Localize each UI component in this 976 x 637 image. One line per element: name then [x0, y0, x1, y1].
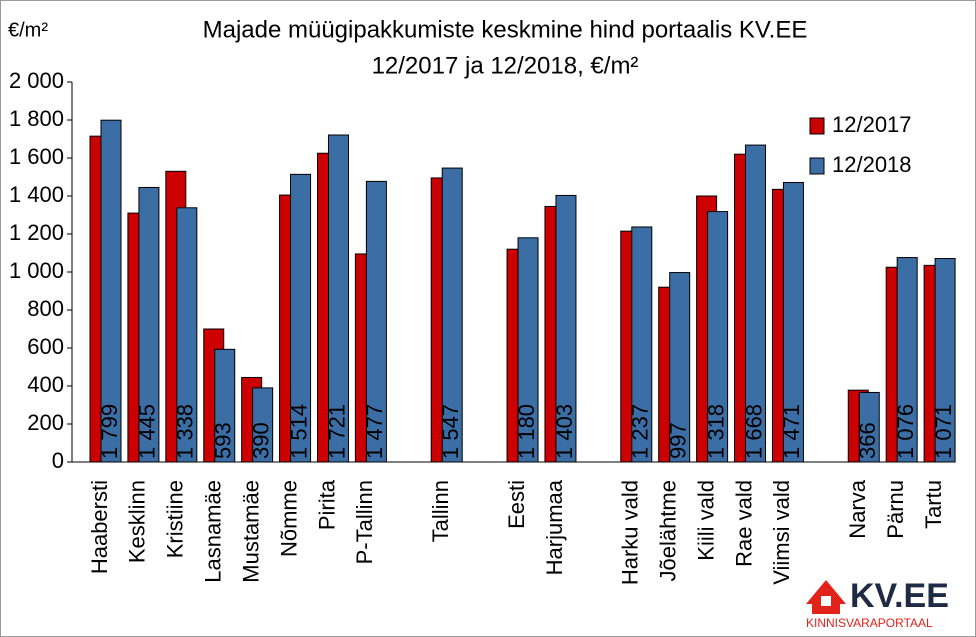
value-label: 366 [855, 422, 880, 459]
value-label: 1 338 [173, 404, 198, 459]
value-label: 1 318 [703, 404, 728, 459]
bar [631, 226, 653, 463]
x-tick-label: Lasnamäe [201, 480, 226, 583]
x-tick-label: Kesklinn [125, 480, 150, 563]
bar [214, 348, 236, 463]
value-label: 1 799 [97, 404, 122, 459]
logo: KV.EE KINNISVARAPORTAAL [806, 577, 949, 630]
bar [782, 182, 804, 463]
y-tick-label: 800 [27, 296, 64, 321]
legend-label: 12/2017 [832, 112, 912, 137]
y-tick-label: 400 [27, 372, 64, 397]
bar [555, 194, 577, 463]
y-tick-label: 1 800 [9, 106, 64, 131]
bar [896, 257, 918, 463]
x-tick-label: Kristiine [163, 480, 188, 558]
value-label: 1 180 [514, 404, 539, 459]
y-tick-label: 1 000 [9, 258, 64, 283]
logo-text: KV.EE [850, 577, 949, 615]
chart-subtitle: 12/2017 ja 12/2018, €/m² [372, 52, 639, 79]
bar [176, 207, 198, 463]
value-label: 1 514 [286, 404, 311, 459]
y-tick-label: 2 000 [9, 68, 64, 93]
value-label: 1 668 [741, 404, 766, 459]
legend-swatch [809, 117, 825, 135]
bar [138, 186, 160, 463]
logo-icon-window [821, 596, 831, 606]
y-tick-label: 600 [27, 334, 64, 359]
x-tick-label: Viimsi vald [769, 480, 794, 585]
value-label: 1 071 [931, 404, 956, 459]
x-tick-label: Nõmme [276, 480, 301, 557]
chart-title: Majade müügipakkumiste keskmine hind por… [203, 16, 808, 43]
value-label: 1 471 [779, 404, 804, 459]
y-axis-label: €/m² [8, 19, 48, 41]
y-tick-label: 200 [27, 410, 64, 435]
bar [365, 180, 387, 463]
bar [290, 173, 312, 463]
bar [934, 258, 956, 463]
x-tick-label: Mustamäe [238, 480, 263, 583]
x-tick-label: Haabersti [87, 480, 112, 574]
x-tick-label: Tallinn [428, 480, 453, 542]
y-tick-label: 1 400 [9, 182, 64, 207]
bar [858, 391, 880, 463]
value-label: 593 [211, 422, 236, 459]
x-tick-label: Pärnu [883, 480, 908, 539]
bar [517, 237, 539, 463]
logo-tagline: KINNISVARAPORTAAL [806, 616, 933, 630]
y-tick-label: 0 [52, 448, 64, 473]
y-tick-label: 1 200 [9, 220, 64, 245]
bar [100, 119, 122, 463]
legend-label: 12/2018 [832, 152, 912, 177]
value-label: 1 477 [362, 404, 387, 459]
x-tick-label: Pirita [314, 479, 339, 530]
x-tick-label: Harjumaa [542, 479, 567, 575]
bar [745, 144, 767, 463]
legend-swatch [809, 157, 825, 175]
value-label: 1 721 [324, 404, 349, 459]
value-label: 1 403 [552, 404, 577, 459]
x-tick-label: Jõelähtme [656, 480, 681, 582]
bar [252, 387, 274, 463]
x-tick-label: Kiili vald [693, 480, 718, 561]
value-label: 1 445 [135, 404, 160, 459]
bar [441, 167, 463, 463]
x-tick-label: Harku vald [618, 480, 643, 585]
value-label: 997 [666, 422, 691, 459]
value-label: 390 [248, 422, 273, 459]
x-tick-label: Tartu [921, 480, 946, 529]
value-label: 1 547 [438, 404, 463, 459]
y-tick-label: 1 600 [9, 144, 64, 169]
x-tick-label: Rae vald [731, 480, 756, 567]
value-label: 1 076 [893, 404, 918, 459]
x-tick-label: P-Tallinn [352, 480, 377, 564]
x-tick-label: Narva [845, 479, 870, 538]
x-tick-label: Eesti [504, 480, 529, 529]
value-label: 1 237 [628, 404, 653, 459]
bar [327, 134, 349, 463]
bar [669, 272, 691, 463]
bar [707, 211, 729, 463]
